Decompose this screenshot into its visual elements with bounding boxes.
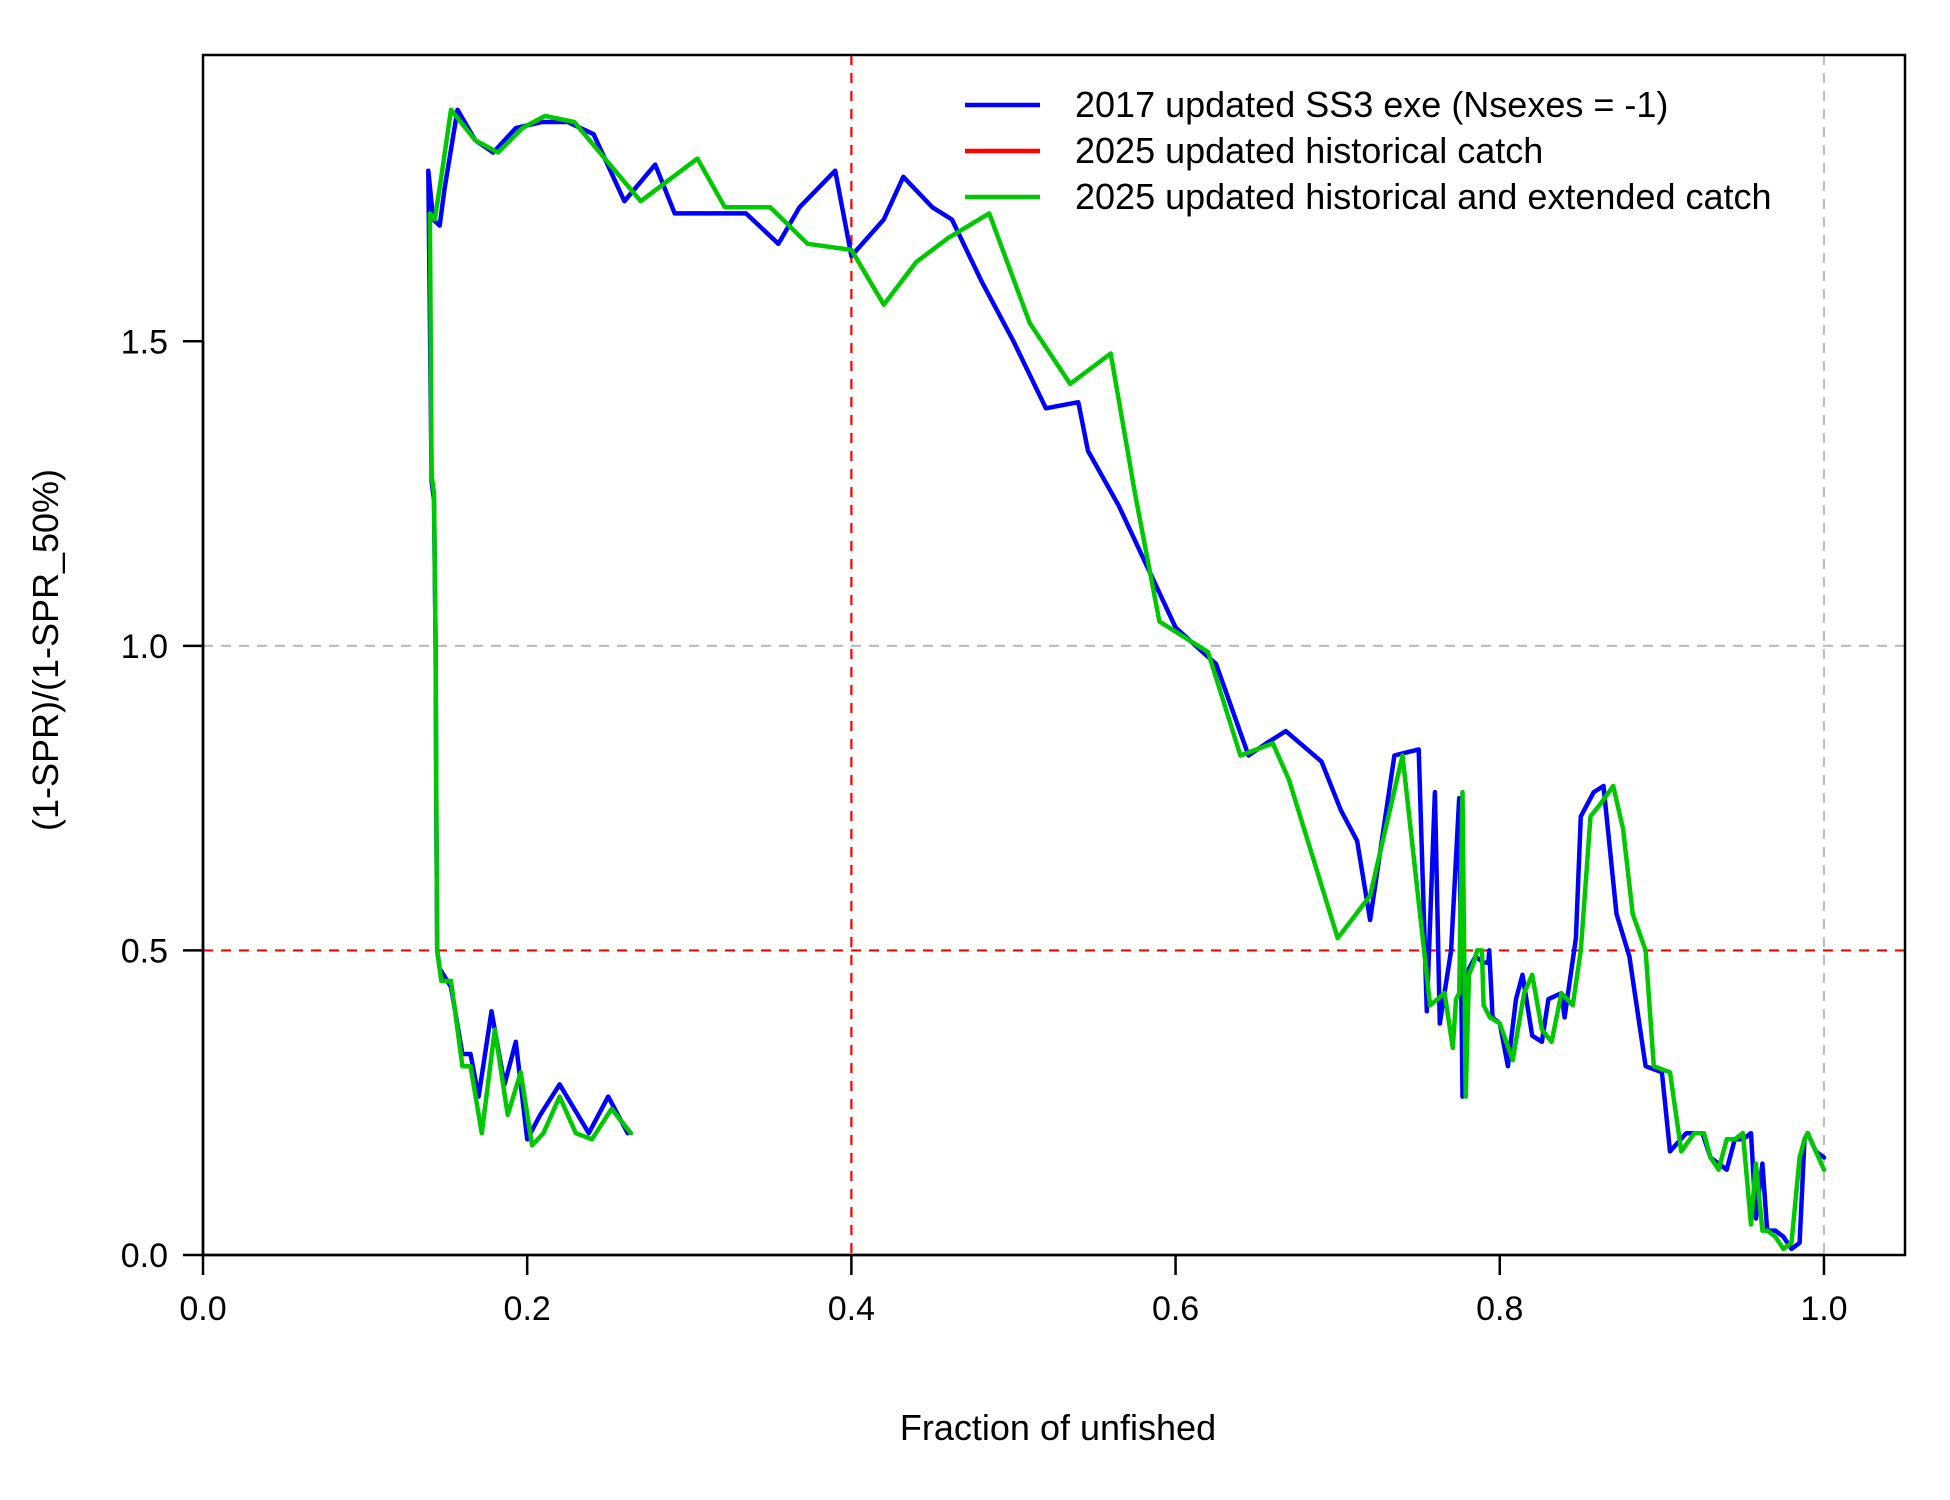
y-tick-label: 0.5 bbox=[121, 932, 168, 970]
x-ticks: 0.0 0.2 0.4 0.6 0.8 1.0 bbox=[179, 1255, 1848, 1328]
y-ticks: 0.0 0.5 1.0 1.5 bbox=[121, 323, 203, 1275]
series-line-3 bbox=[427, 107, 1827, 1252]
series-line-1 bbox=[426, 107, 1827, 1252]
legend-label-2: 2025 updated historical catch bbox=[1075, 130, 1543, 171]
x-tick-label: 0.8 bbox=[1476, 1290, 1523, 1328]
reference-lines bbox=[203, 55, 1905, 1255]
x-axis-title: Fraction of unfished bbox=[900, 1407, 1216, 1448]
x-tick-label: 0.4 bbox=[828, 1290, 875, 1328]
legend: 2017 updated SS3 exe (Nsexes = -1) 2025 u… bbox=[965, 84, 1772, 217]
axes bbox=[201, 341, 1824, 1257]
x-tick-label: 1.0 bbox=[1800, 1290, 1847, 1328]
x-tick-label: 0.0 bbox=[179, 1290, 226, 1328]
y-axis-title: (1-SPR)/(1-SPR_50%) bbox=[25, 469, 66, 831]
x-tick-label: 0.6 bbox=[1152, 1290, 1199, 1328]
plot-frame bbox=[201, 53, 1907, 1257]
y-tick-label: 0.0 bbox=[121, 1237, 168, 1275]
y-tick-label: 1.5 bbox=[121, 323, 168, 361]
legend-label-1: 2017 updated SS3 exe (Nsexes = -1) bbox=[1075, 84, 1668, 125]
y-tick-label: 1.0 bbox=[121, 628, 168, 666]
legend-label-3: 2025 updated historical and extended cat… bbox=[1075, 176, 1772, 217]
series-lines bbox=[426, 107, 1827, 1252]
x-tick-label: 0.2 bbox=[504, 1290, 551, 1328]
